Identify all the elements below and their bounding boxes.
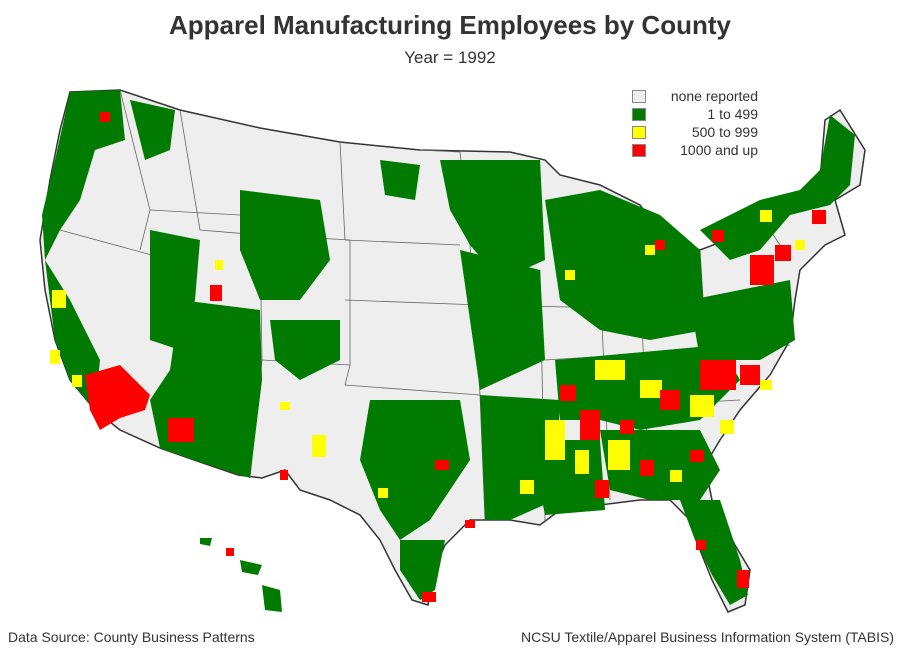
legend-item-mid: 500 to 999 <box>632 124 772 142</box>
legend-swatch-low <box>632 108 646 121</box>
legend-label-high: 1000 and up <box>680 142 758 158</box>
tier-1000-and-up-regions <box>85 112 826 602</box>
credit-footnote: NCSU Textile/Apparel Business Informatio… <box>521 629 894 645</box>
data-source-footnote: Data Source: County Business Patterns <box>8 629 255 645</box>
legend-swatch-high <box>632 144 646 157</box>
map-legend: none reported 1 to 499 500 to 999 1000 a… <box>632 88 772 160</box>
legend-item-high: 1000 and up <box>632 142 772 160</box>
legend-swatch-none <box>632 90 646 103</box>
map-subtitle: Year = 1992 <box>404 48 496 67</box>
legend-label-none: none reported <box>670 88 758 104</box>
tier-1-to-499-regions <box>42 90 855 612</box>
legend-item-none: none reported <box>632 88 772 106</box>
map-title: Apparel Manufacturing Employees by Count… <box>169 10 731 40</box>
tier-500-to-999-regions <box>50 210 805 498</box>
legend-label-mid: 500 to 999 <box>691 124 758 140</box>
legend-label-low: 1 to 499 <box>707 106 758 122</box>
legend-swatch-mid <box>632 126 646 139</box>
legend-item-low: 1 to 499 <box>632 106 772 124</box>
